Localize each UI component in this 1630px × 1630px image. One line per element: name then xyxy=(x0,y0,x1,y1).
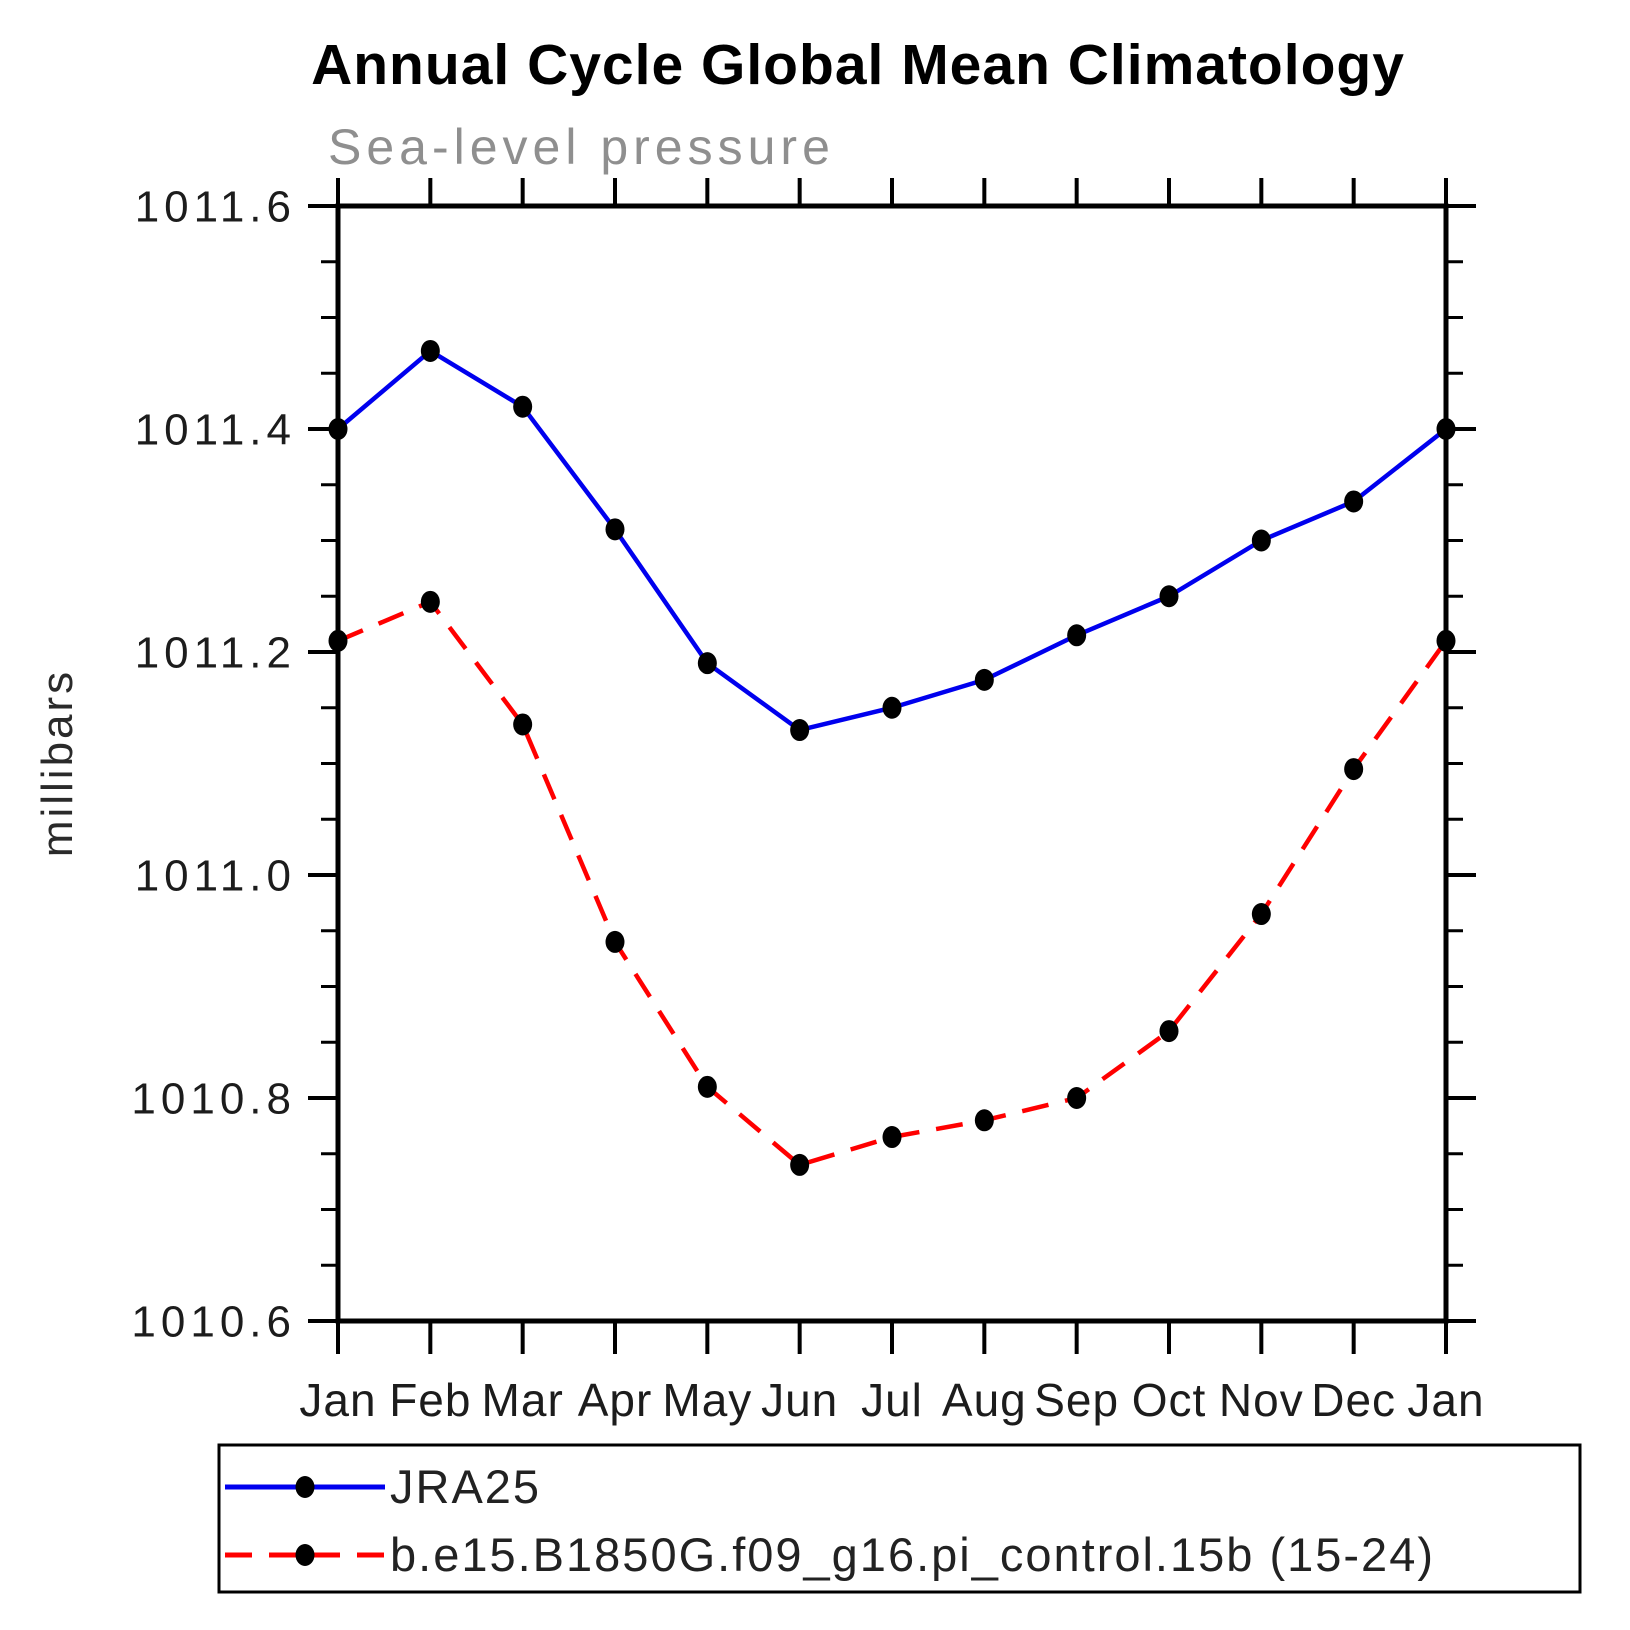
legend-label-jra25: JRA25 xyxy=(390,1460,541,1513)
series-0-point-11 xyxy=(1344,490,1364,513)
series-0-line xyxy=(336,348,1448,733)
month-label: Jan xyxy=(299,1374,376,1426)
month-label: Dec xyxy=(1311,1374,1396,1426)
month-label: May xyxy=(662,1374,752,1426)
series-1-point-11 xyxy=(1344,758,1364,781)
series-0-point-5 xyxy=(790,719,810,742)
month-label: Sep xyxy=(1034,1374,1119,1426)
chart-subtitle: Sea-level pressure xyxy=(328,119,835,175)
series-0-point-7 xyxy=(974,668,994,691)
series-1-point-12 xyxy=(1436,629,1456,652)
month-label: Mar xyxy=(482,1374,564,1426)
month-label: Nov xyxy=(1219,1374,1304,1426)
plot-frame xyxy=(335,203,1449,1324)
series-1-point-9 xyxy=(1159,1020,1179,1043)
series-1-line xyxy=(337,599,1448,1168)
series-0-point-0 xyxy=(328,418,348,440)
y-tick-label: 1011.0 xyxy=(135,851,296,900)
series-0-point-10 xyxy=(1251,529,1271,552)
series-1-point-2 xyxy=(513,713,533,736)
axis-ticks xyxy=(308,178,1476,1354)
legend: JRA25 b.e15.B1850G.f09_g16.pi_control.15… xyxy=(217,1443,1582,1594)
series-0-point-3 xyxy=(605,518,625,541)
series-0-point-2 xyxy=(513,395,533,418)
legend-marker-icon xyxy=(295,1544,315,1566)
y-tick-label: 1011.4 xyxy=(135,405,296,454)
series-0-point-1 xyxy=(420,339,440,362)
series-0-point-9 xyxy=(1159,585,1179,608)
y-tick-label: 1010.6 xyxy=(131,1297,296,1346)
series-1-point-0 xyxy=(328,629,348,652)
series-1-point-5 xyxy=(790,1153,810,1176)
series-1-point-4 xyxy=(697,1075,717,1098)
month-label: Jan xyxy=(1407,1374,1484,1426)
legend-box xyxy=(217,1443,1582,1594)
series-1-point-10 xyxy=(1251,903,1271,926)
chart-title: Annual Cycle Global Mean Climatology xyxy=(311,33,1405,97)
series-1-point-1 xyxy=(420,590,440,613)
y-tick-label: 1011.6 xyxy=(135,182,296,231)
series-0-point-4 xyxy=(697,652,717,675)
y-tick-label: 1011.2 xyxy=(135,628,296,677)
series-0-point-8 xyxy=(1067,624,1087,647)
month-label: Aug xyxy=(942,1374,1027,1426)
legend-marker-icon xyxy=(295,1476,315,1498)
series-1-point-3 xyxy=(605,930,625,953)
series-1-point-7 xyxy=(974,1109,994,1132)
series-1-point-6 xyxy=(882,1126,902,1149)
data-series xyxy=(328,339,1456,1176)
month-label: Feb xyxy=(389,1374,471,1426)
legend-entry-model: b.e15.B1850G.f09_g16.pi_control.15b (15-… xyxy=(225,1528,1435,1581)
y-axis-title: millibars xyxy=(33,669,82,857)
legend-entry-jra25: JRA25 xyxy=(225,1460,541,1513)
month-label: Jun xyxy=(761,1374,838,1426)
series-0-point-12 xyxy=(1436,418,1456,440)
series-1-point-8 xyxy=(1067,1087,1087,1109)
legend-label-model: b.e15.B1850G.f09_g16.pi_control.15b (15-… xyxy=(390,1528,1435,1581)
month-label: Jul xyxy=(861,1374,923,1426)
y-tick-label: 1010.8 xyxy=(131,1074,296,1123)
month-label: Oct xyxy=(1132,1374,1207,1426)
month-label: Apr xyxy=(578,1374,653,1426)
series-0-point-6 xyxy=(882,696,902,719)
